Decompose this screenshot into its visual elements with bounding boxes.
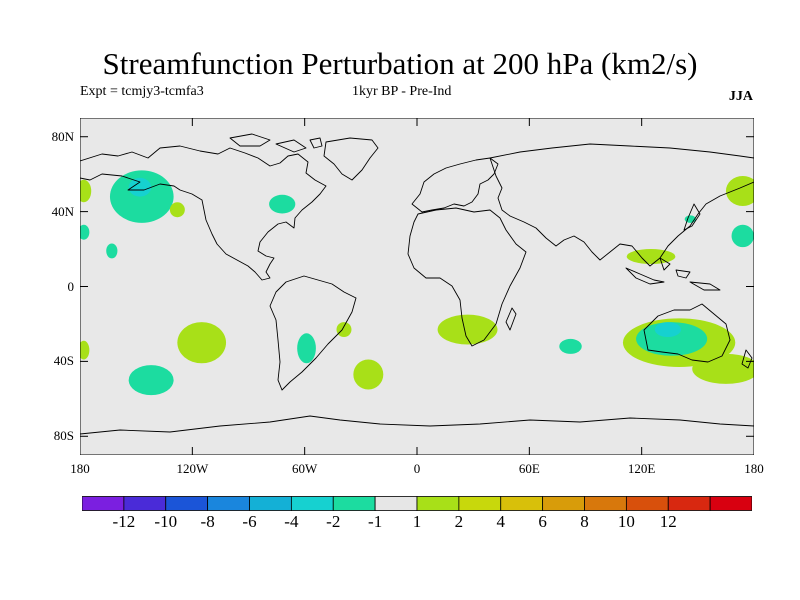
- lat-label: 80N: [51, 128, 74, 144]
- anomaly-south-pacific-high: [177, 322, 227, 364]
- anomaly-brazil-coast-high: [336, 322, 352, 338]
- season-label: JJA: [728, 89, 753, 104]
- anomaly-hawaii-low: [106, 243, 118, 259]
- anomaly-indian-ocean-low: [559, 338, 582, 354]
- coast-asia: [489, 143, 754, 267]
- lat-label: 40S: [53, 353, 74, 369]
- anomaly-australia-low-core: [654, 322, 681, 338]
- colorbar: [82, 496, 752, 511]
- colorbar-label: -2: [326, 512, 341, 531]
- anomaly-south-atlantic-high: [353, 359, 384, 390]
- coast-new-zealand: [741, 349, 753, 369]
- colorbar-swatch: [416, 496, 460, 511]
- anomaly-north-pacific-east-high: [169, 202, 185, 218]
- colorbar-label: -1: [368, 512, 383, 531]
- anomaly-south-pacific-low: [128, 365, 174, 396]
- colorbar-swatch: [123, 496, 167, 511]
- colorbar-swatch: [290, 496, 334, 511]
- colorbar-swatch: [249, 496, 292, 511]
- lat-label: 0: [67, 278, 75, 294]
- coast-se-asia: [625, 257, 721, 291]
- coast-north-america: [80, 145, 327, 281]
- lon-label: 0: [413, 461, 421, 476]
- colorbar-swatch: [542, 496, 585, 511]
- map-background: [80, 118, 754, 455]
- period-label: 1kyr BP - Pre-Ind: [352, 84, 452, 99]
- anomaly-southern-africa-high: [437, 314, 498, 345]
- colorbar-swatch: [625, 496, 669, 511]
- colorbar-label: 10: [617, 512, 635, 531]
- anomaly-dateline-west-low: [80, 224, 90, 240]
- map-title: Streamfunction Perturbation at 200 hPa (…: [102, 46, 698, 81]
- colorbar-label: -6: [242, 512, 257, 531]
- anomaly-northeast-asia-high: [725, 176, 754, 206]
- colorbar-swatch: [207, 496, 250, 511]
- colorbar-label: 2: [454, 512, 464, 531]
- colorbar-label: -4: [284, 512, 299, 531]
- lon-label: 180: [744, 461, 764, 476]
- colorbar-label: 4: [496, 512, 506, 531]
- anomaly-northwest-pacific-low: [731, 224, 754, 248]
- lat-label: 40N: [51, 203, 74, 219]
- anomaly-dateline-south-high: [80, 340, 90, 360]
- colorbar-label: -10: [154, 512, 178, 531]
- anomaly-north-pacific-low: [109, 170, 174, 223]
- colorbar-label: -8: [200, 512, 215, 531]
- coast-south-america: [269, 275, 357, 391]
- anomaly-north-atlantic-low: [269, 194, 296, 214]
- colorbar-swatch: [165, 496, 209, 511]
- lon-label: 60E: [518, 461, 540, 476]
- anomaly-australia-low: [636, 322, 708, 356]
- colorbar-label: 8: [580, 512, 589, 531]
- anomaly-argentina-low: [297, 333, 316, 364]
- colorbar-label: -12: [112, 512, 136, 531]
- anomaly-dateline-west-high: [80, 179, 92, 203]
- coast-antarctica: [80, 415, 754, 435]
- coast-madagascar: [505, 307, 517, 331]
- colorbar-label: 12: [659, 512, 677, 531]
- experiment-label: Expt = tcmjy3-tcmfa3: [80, 84, 204, 99]
- anomaly-west-pacific-high: [626, 249, 676, 265]
- lon-label: 60W: [292, 461, 318, 476]
- colorbar-swatch: [667, 496, 711, 511]
- lon-label: 120E: [627, 461, 656, 476]
- tick-marks: [80, 118, 754, 455]
- lon-label: 180: [70, 461, 90, 476]
- colorbar-label: 6: [538, 512, 547, 531]
- anomaly-southeast-pacific-high: [692, 353, 754, 384]
- coast-europe: [411, 157, 499, 213]
- anomaly-north-pacific-low-core: [128, 177, 152, 197]
- colorbar-swatch: [374, 496, 418, 511]
- lon-label: 120W: [176, 461, 209, 476]
- coast-japan: [683, 203, 701, 231]
- world-map: [80, 118, 754, 455]
- coast-arctic-islands: [229, 133, 323, 153]
- lat-label: 80S: [53, 428, 74, 444]
- colorbar-swatch: [709, 496, 752, 511]
- coast-africa: [407, 207, 527, 347]
- colorbar-swatch: [584, 496, 627, 511]
- coast-greenland: [323, 137, 379, 181]
- colorbar-swatch: [332, 496, 376, 511]
- colorbar-swatch: [82, 496, 125, 511]
- colorbar-swatch: [500, 496, 544, 511]
- colorbar-label: 1: [412, 512, 422, 531]
- coastline-layer: [80, 133, 754, 435]
- coast-australia: [643, 303, 731, 363]
- anomaly-layer: [80, 170, 754, 396]
- colorbar-swatch: [458, 496, 502, 511]
